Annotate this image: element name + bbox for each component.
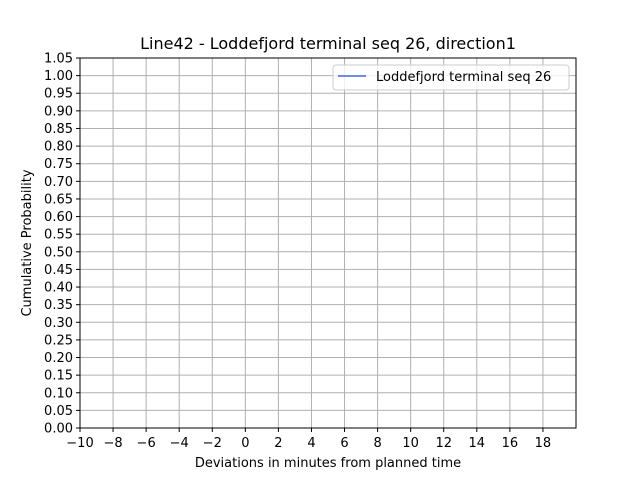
y-tick-label: 1.05: [44, 52, 73, 67]
legend: Loddefjord terminal seq 26: [332, 64, 570, 91]
grid: [79, 57, 576, 429]
x-axis: −10 −8 −6 −4 −2 0 2 4 6 8 10 12 14 16 18: [66, 428, 551, 451]
x-tick-label: −10: [66, 436, 93, 451]
x-tick-label: 6: [340, 436, 348, 451]
x-tick-label: 4: [307, 436, 315, 451]
x-tick-label: −4: [170, 436, 189, 451]
y-tick-label: 0.15: [44, 369, 73, 384]
y-tick-label: 0.10: [44, 386, 73, 401]
y-tick-label: 1.00: [44, 69, 73, 84]
x-tick-label: 16: [502, 436, 519, 451]
x-tick-label: 12: [435, 436, 452, 451]
y-tick-label: 0.70: [44, 175, 73, 190]
x-tick-label: −6: [137, 436, 156, 451]
x-tick-label: −2: [203, 436, 222, 451]
y-tick-label: 0.20: [44, 351, 73, 366]
x-tick-label: 18: [535, 436, 552, 451]
x-tick-label: 8: [373, 436, 381, 451]
y-tick-label: 0.80: [44, 140, 73, 155]
y-tick-label: 0.85: [44, 122, 73, 137]
y-tick-label: 0.45: [44, 263, 73, 278]
y-tick-label: 0.30: [44, 316, 73, 331]
plot-frame: [79, 57, 577, 429]
y-tick-label: 0.35: [44, 298, 73, 313]
x-tick-label: 2: [274, 436, 282, 451]
x-tick-label: 10: [402, 436, 419, 451]
x-tick-label: 14: [469, 436, 486, 451]
x-tick-label: 0: [241, 436, 249, 451]
y-tick-label: 0.75: [44, 157, 73, 172]
y-tick-label: 0.55: [44, 228, 73, 243]
legend-label: Loddefjord terminal seq 26: [376, 70, 551, 85]
y-tick-label: 0.90: [44, 104, 73, 119]
x-tick-label: −8: [103, 436, 122, 451]
y-tick-label: 0.50: [44, 245, 73, 260]
legend-box: [332, 64, 570, 91]
y-axis: 0.00 0.05 0.10 0.15 0.20 0.25 0.30 0.35 0.40 0.45…: [44, 52, 80, 437]
y-axis-label: Cumulative Probability: [20, 169, 35, 316]
y-tick-label: 0.65: [44, 192, 73, 207]
chart-title: Line42 - Loddefjord terminal seq 26, dir…: [140, 34, 516, 53]
y-tick-label: 0.25: [44, 333, 73, 348]
x-axis-label: Deviations in minutes from planned time: [195, 456, 461, 471]
y-tick-label: 0.95: [44, 87, 73, 102]
y-tick-label: 0.40: [44, 281, 73, 296]
y-tick-label: 0.00: [44, 422, 73, 437]
y-tick-label: 0.60: [44, 210, 73, 225]
y-tick-label: 0.05: [44, 404, 73, 419]
